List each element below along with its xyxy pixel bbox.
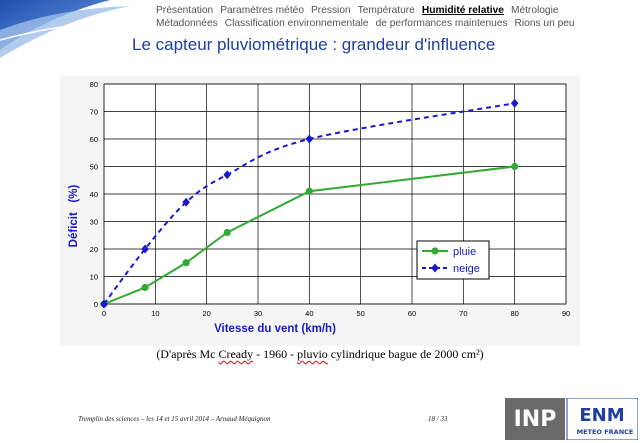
point-neige bbox=[305, 134, 314, 144]
x-tick-label: 80 bbox=[510, 309, 518, 318]
meteo-france-text: METEO FRANCE bbox=[577, 428, 634, 436]
chart-caption: (D'après Mc Cready - 1960 - pluvio cylin… bbox=[156, 347, 484, 361]
enm-logo bbox=[566, 398, 638, 440]
nav-item[interactable]: Paramètres météo bbox=[220, 5, 305, 16]
legend-box bbox=[416, 240, 490, 280]
y-tick-label: 10 bbox=[90, 273, 98, 282]
inp-logo bbox=[505, 398, 565, 440]
chart-legend: pluie neige bbox=[416, 240, 490, 280]
inp-logo-text: INP bbox=[514, 407, 557, 432]
logos: INP ENM METEO FRANCE bbox=[505, 398, 638, 440]
page-number: 18 / 33 bbox=[428, 415, 448, 423]
point-neige bbox=[223, 170, 231, 180]
y-tick-label: 70 bbox=[90, 108, 98, 117]
x-tick-label: 30 bbox=[254, 309, 262, 318]
x-tick-label: 90 bbox=[562, 309, 570, 318]
x-axis-label: Vitesse du vent (km/h) bbox=[214, 323, 336, 335]
point-pluie bbox=[223, 228, 231, 237]
y-tick-label: 0 bbox=[94, 300, 98, 309]
enm-logo-text: ENM bbox=[579, 405, 624, 426]
nav-item[interactable]: Classification environnementale bbox=[224, 18, 369, 29]
y-tick-label: 60 bbox=[90, 135, 98, 144]
series-group bbox=[100, 98, 519, 309]
point-pluie bbox=[511, 162, 519, 171]
nav-item[interactable]: Pression bbox=[311, 5, 351, 16]
y-tick-label: 50 bbox=[90, 163, 98, 172]
footer-event-text: Tremplin des sciences – les 14 et 15 avr… bbox=[78, 415, 271, 423]
y-axis-label: Déficit (%) bbox=[68, 185, 80, 248]
y-tick-label: 30 bbox=[90, 218, 98, 227]
nav-item[interactable]: Métrologie bbox=[510, 5, 559, 16]
x-tick-label: 20 bbox=[202, 309, 210, 318]
point-neige bbox=[100, 299, 108, 309]
x-tick-label: 40 bbox=[305, 309, 313, 318]
nav-item[interactable]: Rions un peu bbox=[514, 18, 575, 29]
nav-item[interactable]: Température bbox=[357, 5, 415, 16]
nav-item[interactable]: de performances maintenues bbox=[375, 18, 508, 29]
legend-label-neige: neige bbox=[453, 263, 480, 275]
legend-marker-pluie bbox=[431, 247, 439, 255]
x-tick-label: 50 bbox=[356, 309, 364, 318]
top-navigation: Présentation Paramètres météo Pression Temp… bbox=[156, 4, 636, 30]
gridlines bbox=[103, 83, 567, 305]
legend-label-pluie: pluie bbox=[453, 246, 476, 258]
slide-title: Le capteur pluviométrique : grandeur d'i… bbox=[132, 35, 496, 54]
point-neige bbox=[510, 98, 519, 108]
nav-item[interactable]: Métadonnées bbox=[156, 18, 218, 29]
nav-item[interactable]: Présentation bbox=[156, 5, 214, 16]
y-tick-label: 40 bbox=[90, 190, 98, 199]
point-pluie bbox=[305, 187, 313, 195]
x-tick-label: 0 bbox=[102, 309, 106, 318]
legend-marker-neige bbox=[431, 263, 439, 273]
nav-item[interactable]: Humidité relative bbox=[421, 5, 504, 16]
x-tick-label: 10 bbox=[151, 309, 159, 318]
nav-row: Métadonnées Classification environnementa… bbox=[156, 17, 636, 30]
point-pluie bbox=[141, 283, 149, 292]
point-pluie bbox=[182, 259, 190, 267]
y-tick-label: 20 bbox=[90, 245, 98, 254]
y-tick-label: 80 bbox=[90, 80, 98, 89]
tick-labels: 0 10 20 30 40 50 60 70 80 90 0 10 20 30 40 50 60 70 80 bbox=[90, 80, 571, 318]
series-line-pluie bbox=[103, 165, 515, 305]
nav-row: Présentation Paramètres météo Pression Temp… bbox=[156, 4, 636, 17]
deficit-chart: 0 10 20 30 40 50 60 70 80 90 0 10 20 30 40 50 60 70 80 Vit… bbox=[60, 76, 580, 346]
x-tick-label: 60 bbox=[408, 309, 416, 318]
point-neige bbox=[182, 197, 190, 207]
header-swoosh bbox=[0, 0, 130, 58]
x-tick-label: 70 bbox=[459, 309, 467, 318]
